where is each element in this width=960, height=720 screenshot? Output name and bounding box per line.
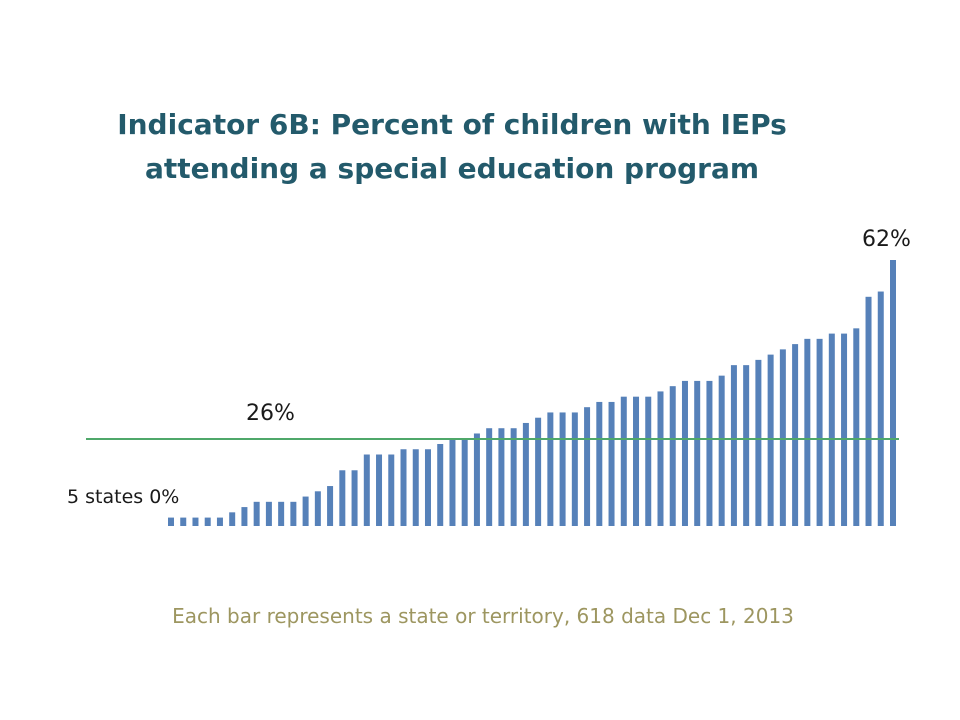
bar	[473, 433, 480, 526]
bar	[877, 291, 884, 526]
reference-line-label: 26%	[246, 401, 295, 426]
bar	[547, 412, 554, 526]
bar	[645, 396, 652, 526]
bar	[461, 438, 468, 526]
chart-title: Indicator 6B: Percent of children with I…	[0, 103, 904, 191]
bar	[743, 365, 750, 526]
bar	[535, 417, 542, 526]
bar	[657, 391, 664, 526]
bar	[510, 428, 517, 526]
bar	[792, 344, 799, 526]
bar	[437, 443, 444, 526]
bar	[192, 517, 199, 526]
bar	[804, 338, 811, 526]
bars-group	[168, 260, 896, 526]
bar	[204, 517, 211, 526]
bar	[890, 260, 896, 526]
bar	[681, 380, 688, 526]
bar	[412, 449, 419, 526]
bar	[608, 401, 615, 526]
zero-states-label: 5 states 0%	[67, 486, 179, 508]
bar	[241, 507, 248, 526]
bar	[216, 517, 223, 526]
bar	[767, 354, 774, 526]
bar	[424, 449, 431, 526]
bar	[168, 517, 174, 526]
bar	[633, 396, 640, 526]
bar	[694, 380, 701, 526]
bar	[669, 386, 676, 526]
bar	[571, 412, 578, 526]
bar	[290, 501, 297, 526]
chart-title-line-2: attending a special education program	[144, 152, 760, 185]
bar	[229, 512, 236, 526]
bar	[718, 375, 725, 526]
bar	[363, 454, 370, 526]
bar	[828, 333, 835, 526]
bar	[180, 517, 187, 526]
bar	[596, 401, 603, 526]
bar	[841, 333, 848, 526]
bar	[755, 359, 762, 526]
bar	[314, 491, 321, 526]
chart-title-line-1: Indicator 6B: Percent of children with I…	[117, 108, 787, 141]
bar	[865, 296, 872, 526]
bar	[253, 501, 260, 526]
bar	[265, 501, 272, 526]
bar	[486, 428, 493, 526]
bar	[816, 338, 823, 526]
chart-caption: Each bar represents a state or territory…	[172, 604, 794, 628]
bar	[853, 328, 860, 526]
bar	[584, 407, 591, 526]
max-value-label: 62%	[862, 227, 911, 252]
bar	[559, 412, 566, 526]
bar	[302, 496, 309, 526]
bar	[327, 486, 334, 526]
bar	[498, 428, 505, 526]
bar	[388, 454, 395, 526]
bar	[522, 422, 529, 526]
bar	[730, 365, 737, 526]
bar	[449, 438, 456, 526]
bar	[706, 380, 713, 526]
bar	[278, 501, 285, 526]
bar	[400, 449, 407, 526]
bar	[339, 470, 346, 526]
bar	[351, 470, 358, 526]
bar	[620, 396, 627, 526]
bar	[779, 349, 786, 526]
bar	[376, 454, 383, 526]
